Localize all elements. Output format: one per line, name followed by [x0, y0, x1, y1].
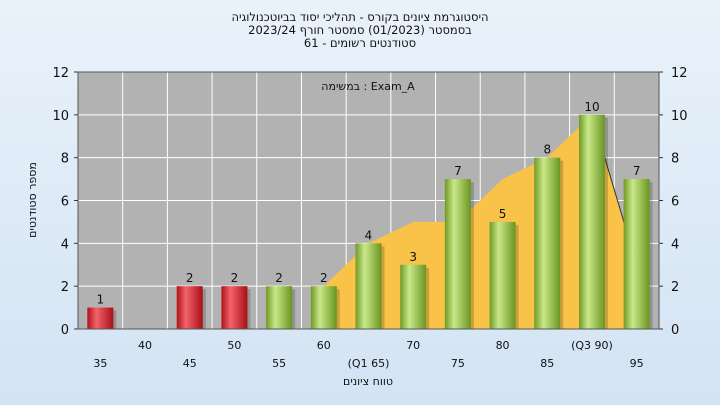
bar-60	[310, 286, 337, 329]
enrolled-count: סטודנטים רשומים - 61	[303, 36, 417, 50]
y-tick-left: 2	[61, 280, 69, 295]
x-tick-label: 45	[183, 357, 197, 370]
y-tick-left: 10	[52, 109, 69, 124]
bar-(Q3 90)	[578, 114, 605, 329]
y-tick-left: 6	[61, 195, 69, 210]
value-label: 8	[543, 143, 551, 157]
y-tick-right: 8	[671, 152, 679, 167]
y-tick-right: 6	[671, 195, 679, 210]
bar-45	[176, 286, 203, 329]
bar-35	[87, 307, 114, 329]
chart-subtitle: בסמסטר (01/2023) סמסטר חורף 2023/24	[248, 23, 472, 37]
x-tick-label: 70	[406, 339, 420, 352]
y-tick-left: 0	[61, 323, 69, 338]
bar-50	[221, 286, 248, 329]
value-label: 7	[633, 164, 641, 178]
value-label: 7	[454, 164, 462, 178]
chart-title: היסטוגרמת ציונים בקורס - תהליכי יסוד בבי…	[231, 10, 489, 24]
y-tick-left: 12	[52, 66, 69, 81]
bar-70	[400, 264, 427, 329]
value-label: 3	[409, 250, 417, 264]
bar-95	[623, 179, 650, 329]
bars	[87, 114, 653, 329]
x-axis-title: טווח ציונים	[343, 375, 393, 388]
bar-(Q1 65)	[355, 243, 382, 329]
y-tick-right: 12	[671, 66, 688, 81]
x-tick-label: 55	[272, 357, 286, 370]
y-tick-right: 0	[671, 323, 679, 338]
value-label: 2	[186, 271, 194, 285]
x-tick-label: (Q3 90)	[571, 339, 613, 352]
x-tick-label: 85	[540, 357, 554, 370]
bar-55	[266, 286, 293, 329]
value-label: 1	[97, 293, 105, 307]
x-tick-label: 40	[138, 339, 152, 352]
chart-annotation: במשימה : Exam_A	[321, 80, 415, 93]
bar-80	[489, 221, 516, 329]
x-tick-label: 80	[496, 339, 510, 352]
plot-border	[77, 71, 660, 330]
y-axis-title: מספר סטודנטים	[26, 162, 39, 238]
x-tick-label: 35	[93, 357, 107, 370]
value-labels: 1 2 2 2 2 4 3 7 5 8 10 7	[97, 100, 641, 307]
x-tick-label: 95	[630, 357, 644, 370]
value-label: 5	[499, 207, 507, 221]
bar-75	[444, 179, 471, 329]
value-label: 4	[365, 228, 373, 242]
value-label: 2	[231, 271, 239, 285]
y-tick-right: 10	[671, 109, 688, 124]
bar-85	[534, 157, 561, 329]
x-tick-label: (Q1 65)	[348, 357, 390, 370]
x-tick-label: 50	[227, 339, 241, 352]
value-label: 10	[584, 100, 599, 114]
y-tick-right: 4	[671, 237, 679, 252]
value-label: 2	[320, 271, 328, 285]
y-tick-left: 8	[61, 152, 69, 167]
x-tick-label: 75	[451, 357, 465, 370]
value-label: 2	[275, 271, 283, 285]
y-tick-right: 2	[671, 280, 679, 295]
x-tick-label: 60	[317, 339, 331, 352]
y-tick-left: 4	[61, 237, 69, 252]
